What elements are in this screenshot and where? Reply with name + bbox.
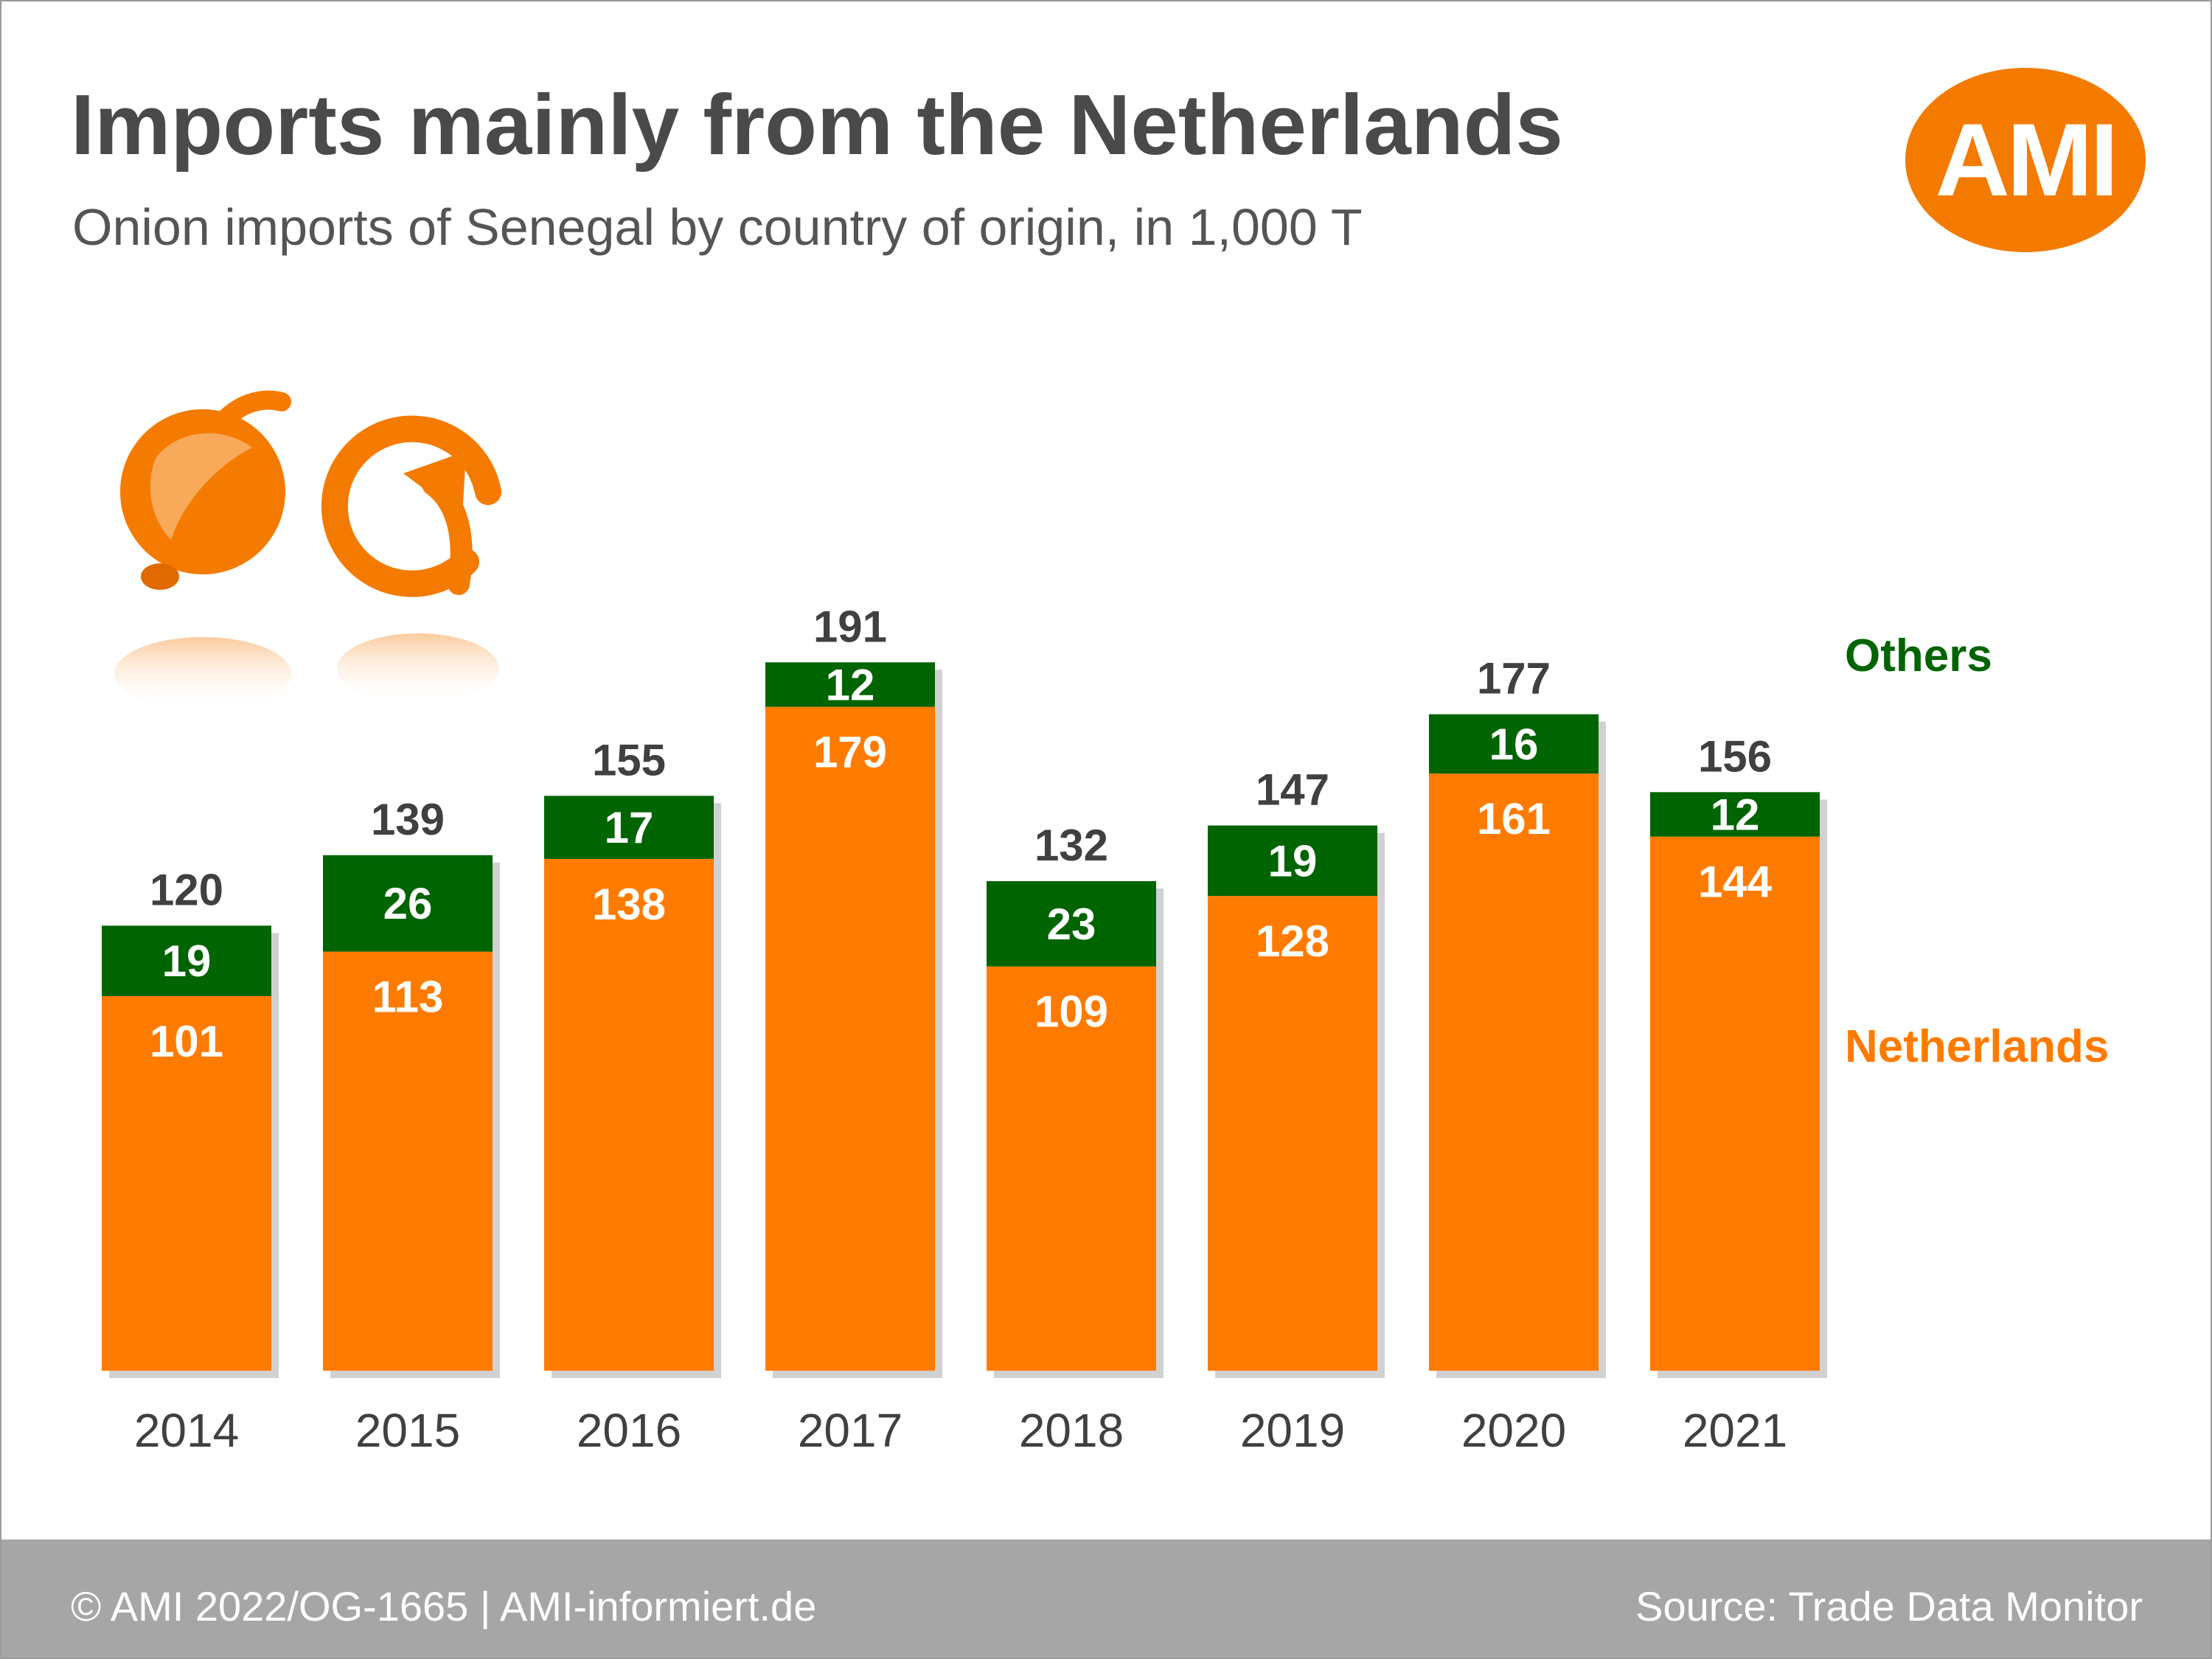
bar-netherlands-2014 bbox=[102, 995, 271, 1371]
footer-source: Source: Trade Data Monitor bbox=[1635, 1583, 2143, 1630]
label-total-2020: 177 bbox=[1477, 654, 1551, 703]
bar-netherlands-2018 bbox=[987, 966, 1156, 1371]
bar-netherlands-2019 bbox=[1208, 896, 1377, 1371]
bar-others-2021 bbox=[1650, 792, 1820, 837]
label-others-2015: 26 bbox=[383, 879, 433, 928]
bars-group: 19 101 120 2014 26 113 139 2015 17 138 155 2016 12 17… bbox=[102, 602, 1827, 1457]
label-total-2014: 120 bbox=[150, 865, 223, 914]
chart-title: Imports mainly from the Netherlands bbox=[71, 77, 1563, 173]
x-tick-2018: 2018 bbox=[1019, 1404, 1124, 1457]
bar-netherlands-2016 bbox=[544, 858, 714, 1371]
label-total-2021: 156 bbox=[1698, 731, 1772, 781]
label-total-2015: 139 bbox=[371, 795, 445, 844]
label-netherlands-2020: 161 bbox=[1477, 794, 1551, 844]
onion-icon bbox=[114, 390, 291, 711]
label-total-2018: 132 bbox=[1034, 821, 1108, 870]
label-netherlands-2019: 128 bbox=[1256, 917, 1329, 966]
label-others-2020: 16 bbox=[1489, 720, 1539, 769]
bar-others-2018 bbox=[987, 881, 1156, 967]
x-tick-2016: 2016 bbox=[577, 1404, 681, 1457]
x-tick-2021: 2021 bbox=[1683, 1404, 1787, 1457]
x-tick-2017: 2017 bbox=[798, 1404, 902, 1457]
x-tick-2020: 2020 bbox=[1461, 1404, 1566, 1457]
bar-others-2017 bbox=[765, 662, 935, 707]
bar-others-2015 bbox=[323, 855, 493, 952]
label-netherlands-2017: 179 bbox=[813, 728, 887, 777]
bar-others-2016 bbox=[544, 796, 714, 859]
x-tick-2019: 2019 bbox=[1240, 1404, 1345, 1457]
x-tick-2014: 2014 bbox=[134, 1404, 239, 1457]
footer-bar: © AMI 2022/OG-1665 | AMI-informiert.de S… bbox=[1, 1540, 2211, 1658]
label-others-2019: 19 bbox=[1268, 836, 1318, 886]
bar-chart: 19 101 120 2014 26 113 139 2015 17 138 155 2016 12 17… bbox=[102, 390, 2109, 1457]
label-others-2014: 19 bbox=[162, 936, 212, 986]
label-others-2016: 17 bbox=[605, 803, 654, 852]
label-others-2021: 12 bbox=[1711, 790, 1760, 840]
bar-netherlands-2021 bbox=[1650, 836, 1820, 1371]
bar-netherlands-2020 bbox=[1429, 773, 1599, 1371]
label-netherlands-2016: 138 bbox=[592, 880, 666, 929]
bar-others-2014 bbox=[102, 925, 271, 996]
logo-text: AMI bbox=[1935, 102, 2119, 218]
legend-netherlands: Netherlands bbox=[1845, 1021, 2109, 1072]
ami-logo: AMI bbox=[1905, 68, 2146, 252]
bar-netherlands-2015 bbox=[323, 951, 493, 1371]
circular-arrow-icon bbox=[321, 415, 501, 704]
label-netherlands-2014: 101 bbox=[150, 1017, 223, 1066]
chart-subtitle: Onion imports of Senegal by country of o… bbox=[72, 198, 1363, 256]
bar-netherlands-2017 bbox=[765, 706, 935, 1371]
label-total-2019: 147 bbox=[1256, 765, 1329, 815]
label-netherlands-2018: 109 bbox=[1034, 987, 1108, 1037]
x-tick-2015: 2015 bbox=[355, 1404, 460, 1457]
label-others-2018: 23 bbox=[1047, 900, 1096, 949]
bar-others-2020 bbox=[1429, 714, 1599, 774]
label-total-2017: 191 bbox=[813, 602, 887, 651]
label-netherlands-2021: 144 bbox=[1698, 858, 1773, 907]
label-others-2017: 12 bbox=[826, 660, 875, 709]
legend-others: Others bbox=[1845, 630, 1992, 681]
footer-copyright: © AMI 2022/OG-1665 | AMI-informiert.de bbox=[71, 1583, 817, 1630]
label-netherlands-2015: 113 bbox=[372, 973, 444, 1022]
bar-others-2019 bbox=[1208, 825, 1377, 897]
label-total-2016: 155 bbox=[592, 735, 666, 785]
